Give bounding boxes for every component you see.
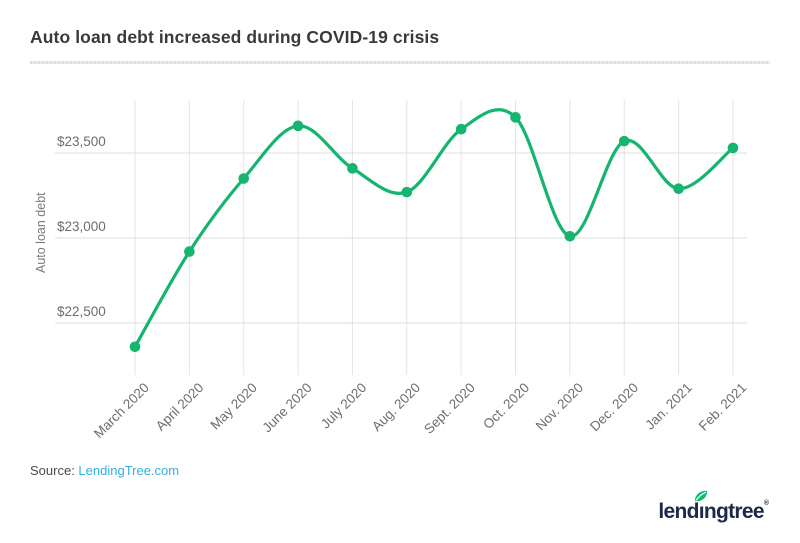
data-point-3: [292, 120, 304, 132]
y-axis-title: Auto loan debt: [34, 192, 48, 273]
data-point-7: [510, 112, 521, 123]
logo-text-pre: lend: [658, 500, 699, 523]
y-tick-label: $23,500: [57, 134, 106, 150]
logo-dotless-i: ı: [698, 500, 705, 523]
data-point-8: [564, 231, 576, 242]
data-line: [133, 108, 735, 349]
registered-mark: ®: [763, 500, 769, 507]
source-label: Source:: [30, 463, 79, 478]
chart-title: Auto loan debt increased during COVID-19…: [30, 27, 440, 47]
data-point-4: [347, 163, 358, 174]
y-tick-label: $22,500: [57, 303, 106, 319]
data-point-6: [455, 123, 467, 135]
data-point-0: [129, 341, 141, 353]
logo-letter-i: ı: [694, 490, 707, 524]
data-point-2: [238, 173, 250, 184]
title-divider: [30, 61, 770, 64]
data-point-9: [618, 135, 630, 147]
y-tick-label: $23,000: [57, 219, 106, 234]
data-point-5: [401, 186, 413, 198]
data-point-1: [184, 246, 195, 257]
leaf-icon: [694, 490, 707, 502]
source-link[interactable]: LendingTree.com: [78, 463, 180, 478]
data-point-11: [727, 142, 739, 154]
data-point-10: [673, 183, 684, 195]
logo-text-post: ngtree: [703, 500, 765, 523]
lendingtree-logo: lendı ngtree®: [658, 490, 769, 524]
source-row: Source: LendingTree.com: [30, 463, 179, 478]
